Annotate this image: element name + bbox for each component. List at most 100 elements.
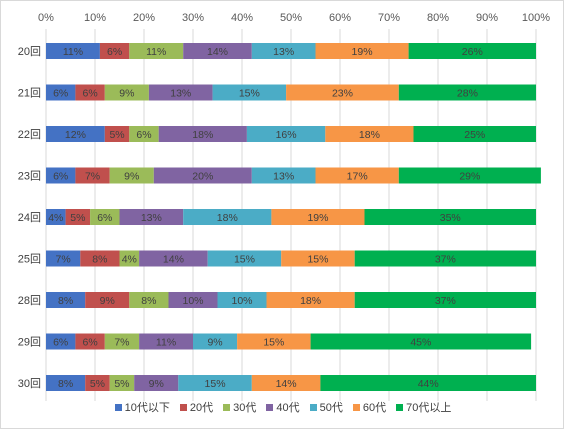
data-label: 6% <box>83 337 98 349</box>
data-label: 4% <box>122 254 137 266</box>
data-label: 15% <box>234 254 255 266</box>
data-label: 10% <box>182 295 203 307</box>
bar-segment <box>109 375 135 391</box>
data-label: 7% <box>114 337 129 349</box>
bar-segment <box>310 333 532 350</box>
bar-segment <box>46 250 81 267</box>
bar-segment <box>413 126 536 142</box>
legend-swatch <box>266 404 274 411</box>
bar-segment <box>104 84 149 101</box>
data-label: 5% <box>114 378 129 390</box>
bar-segment <box>129 126 159 142</box>
bar-segment <box>168 292 218 308</box>
bar-segment <box>398 84 536 101</box>
data-label: 15% <box>307 254 328 266</box>
category-label: 25回 <box>18 253 41 266</box>
legend-swatch <box>352 404 360 411</box>
bar-segment <box>398 167 541 184</box>
bar-segment <box>75 333 105 350</box>
bar-segment <box>65 209 91 225</box>
bar-segment <box>104 126 130 142</box>
data-label: 6% <box>53 171 68 183</box>
data-label: 9% <box>119 88 134 100</box>
bar-segment <box>408 43 536 59</box>
data-label: 5% <box>109 129 124 141</box>
x-tick-label: 20% <box>133 12 155 24</box>
bar-segment <box>119 209 184 225</box>
data-label: 18% <box>300 295 321 307</box>
x-tick-label: 0% <box>38 12 54 24</box>
legend-label: 70代以上 <box>406 402 452 414</box>
bar-segment <box>251 167 316 184</box>
bar-segment <box>99 43 130 59</box>
data-label: 8% <box>58 295 73 307</box>
bar-segment <box>80 250 120 267</box>
legend-item: 30代 <box>223 399 256 415</box>
bar-segment <box>129 292 169 308</box>
data-label: 26% <box>462 46 483 58</box>
bar-segment <box>46 43 100 59</box>
data-label: 6% <box>107 46 122 58</box>
chart-legend: 10代以下 20代 30代 40代 50代 60代 70代以上 <box>1 399 564 415</box>
data-label: 19% <box>352 46 373 58</box>
data-label: 6% <box>53 337 68 349</box>
bar-segment <box>281 250 355 267</box>
data-label: 14% <box>207 46 228 58</box>
bar-segment <box>90 209 120 225</box>
data-label: 6% <box>97 212 112 224</box>
chart-plot: 0% 10% 20% 30% 40% 50% 60% 70% 80% 90% 100% 20回 11% 6… <box>18 12 550 402</box>
bar-segment <box>46 167 76 184</box>
bar-segment <box>237 333 311 350</box>
data-label: 13% <box>273 46 294 58</box>
x-tick-label: 10% <box>84 12 106 24</box>
legend-item: 70代以上 <box>396 399 451 415</box>
bar-segment <box>354 292 536 308</box>
data-label: 9% <box>124 171 139 183</box>
x-tick-label: 100% <box>522 12 550 24</box>
data-label: 20% <box>192 171 213 183</box>
bar-segment <box>158 126 247 142</box>
bar-segment <box>178 375 252 391</box>
x-tick-label: 40% <box>231 12 253 24</box>
bar-segment <box>271 209 365 225</box>
data-label: 37% <box>435 254 456 266</box>
data-label: 12% <box>65 129 86 141</box>
data-label: 29% <box>459 171 480 183</box>
data-label: 25% <box>464 129 485 141</box>
bar-segment <box>109 167 154 184</box>
bar-segment <box>364 209 536 225</box>
bar-segment <box>46 209 66 225</box>
bar-segment <box>119 250 140 267</box>
legend-swatch <box>309 404 317 411</box>
bar-segment <box>148 84 213 101</box>
legend-label: 10代以下 <box>124 402 170 414</box>
data-label: 18% <box>192 129 213 141</box>
x-tick-label: 50% <box>280 12 302 24</box>
data-label: 13% <box>170 88 191 100</box>
data-label: 28% <box>457 88 478 100</box>
category-label: 29回 <box>18 336 41 349</box>
data-label: 6% <box>136 129 151 141</box>
data-label: 5% <box>70 212 85 224</box>
category-label: 20回 <box>18 45 41 58</box>
bar-segment <box>315 167 399 184</box>
data-label: 18% <box>217 212 238 224</box>
data-label: 6% <box>83 88 98 100</box>
bar-segment <box>251 375 321 391</box>
legend-item: 20代 <box>179 399 213 415</box>
bar-segment <box>286 84 399 101</box>
bar-segment <box>75 84 105 101</box>
data-label: 19% <box>307 212 328 224</box>
data-label: 15% <box>239 88 260 100</box>
legend-label: 30代 <box>233 402 257 414</box>
data-label: 6% <box>53 88 68 100</box>
legend-swatch <box>223 404 231 411</box>
data-label: 13% <box>141 212 162 224</box>
data-label: 13% <box>273 171 294 183</box>
bar-segment <box>246 126 326 142</box>
legend-label: 40代 <box>276 402 300 414</box>
bar-segment <box>139 250 208 267</box>
data-label: 15% <box>263 337 284 349</box>
data-label: 17% <box>347 171 368 183</box>
